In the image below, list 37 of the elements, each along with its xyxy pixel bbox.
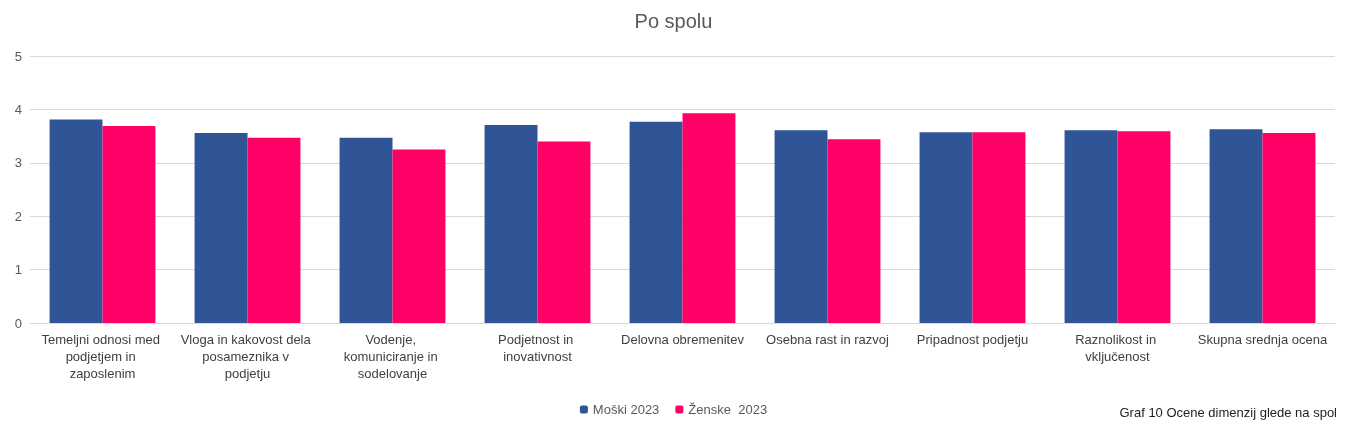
bar xyxy=(629,121,683,323)
x-tick-label: Temeljni odnosi med podjetjem in zaposlenim xyxy=(41,332,164,381)
bar xyxy=(194,132,248,323)
x-tick-label: Vodenje, komuniciranje in sodelovanje xyxy=(343,332,442,381)
bar xyxy=(1209,129,1263,323)
y-tick-label: 3 xyxy=(14,155,22,171)
x-tick-label: Vloga in kakovost dela posameznika v podjetju xyxy=(180,332,315,381)
y-tick-label: 4 xyxy=(14,101,22,117)
y-tick-label: 5 xyxy=(14,48,22,64)
legend-label: Ženske 2023 xyxy=(688,402,768,417)
x-tick-label: Podjetnost in inovativnost xyxy=(498,332,577,364)
bar xyxy=(774,130,828,323)
bar xyxy=(682,113,736,323)
x-tick-label: Pripadnost podjetju xyxy=(916,332,1029,347)
bar xyxy=(247,137,301,323)
bar xyxy=(1064,130,1118,323)
y-tick-label: 0 xyxy=(14,315,22,331)
bar xyxy=(537,141,591,323)
bar xyxy=(919,132,973,323)
bar xyxy=(1262,132,1316,323)
x-tick-label: Raznolikost in vključenost xyxy=(1075,332,1160,364)
y-tick-label: 1 xyxy=(14,262,22,278)
bar xyxy=(102,125,156,323)
x-tick-label: Skupna srednja ocena xyxy=(1197,332,1328,347)
bar xyxy=(392,149,446,323)
bar xyxy=(49,119,103,323)
y-tick-label: 2 xyxy=(14,208,22,224)
bar xyxy=(484,124,538,323)
x-tick-label: Osebna rast in razvoj xyxy=(766,332,890,347)
bar xyxy=(339,137,393,323)
bar xyxy=(827,139,881,323)
bar xyxy=(972,132,1026,323)
bar xyxy=(1117,131,1171,323)
chart-title: Po spolu xyxy=(634,10,713,32)
legend-label: Moški 2023 xyxy=(592,402,660,417)
x-tick-label: Delovna obremenitev xyxy=(621,332,745,347)
text: Graf 10 Ocene dimenzij glede na spol xyxy=(1119,405,1338,420)
